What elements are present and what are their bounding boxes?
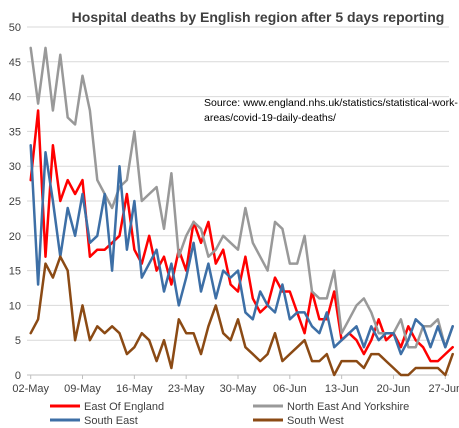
y-tick-label: 25 <box>9 196 21 208</box>
legend-item-east-of-england: East Of England <box>50 401 164 413</box>
legend-label-south-west: South West <box>287 415 344 427</box>
x-tick-label: 27-Jun <box>428 383 459 395</box>
series-lines <box>29 46 454 377</box>
legend: East Of England North East And Yorkshire… <box>50 401 409 427</box>
source-annotation-line-2: areas/covid-19-daily-deaths/ <box>204 112 336 124</box>
x-tick-label: 23-May <box>168 383 205 395</box>
legend-label-north-east-and-yorkshire: North East And Yorkshire <box>287 401 409 413</box>
y-tick-label: 0 <box>15 370 21 382</box>
series-line-south-west <box>29 255 454 377</box>
x-axis-ticks: 02-May 09-May 16-May 23-May 30-May 06-Jun 13-J… <box>12 375 459 395</box>
y-tick-label: 5 <box>15 335 21 347</box>
legend-item-north-east-and-yorkshire: North East And Yorkshire <box>253 401 409 413</box>
gridlines <box>27 26 449 341</box>
y-tick-label: 50 <box>9 22 21 34</box>
y-tick-label: 35 <box>9 126 21 138</box>
legend-label-east-of-england: East Of England <box>84 401 164 413</box>
x-tick-label: 02-May <box>12 383 49 395</box>
x-tick-label: 06-Jun <box>273 383 307 395</box>
series-line-east-of-england <box>29 109 454 363</box>
legend-label-south-east: South East <box>84 415 138 427</box>
y-tick-label: 20 <box>9 231 21 243</box>
y-tick-label: 15 <box>9 266 21 278</box>
y-axis-ticks: 0 5 10 15 20 25 30 35 40 45 50 <box>9 22 21 382</box>
x-tick-label: 09-May <box>64 383 101 395</box>
x-tick-label: 20-Jun <box>377 383 411 395</box>
y-tick-label: 40 <box>9 92 21 104</box>
series-line-north-east-and-yorkshire <box>29 46 454 349</box>
x-tick-label: 13-Jun <box>325 383 359 395</box>
legend-item-south-west: South West <box>253 415 344 427</box>
series-line-south-east <box>29 144 454 356</box>
chart-title: Hospital deaths by English region after … <box>72 9 445 25</box>
y-tick-label: 10 <box>9 300 21 312</box>
x-tick-label: 16-May <box>116 383 153 395</box>
legend-item-south-east: South East <box>50 415 138 427</box>
y-tick-label: 30 <box>9 161 21 173</box>
x-tick-label: 30-May <box>220 383 257 395</box>
source-annotation-line-1: Source: www.england.nhs.uk/statistics/st… <box>204 97 458 109</box>
y-tick-label: 45 <box>9 57 21 69</box>
